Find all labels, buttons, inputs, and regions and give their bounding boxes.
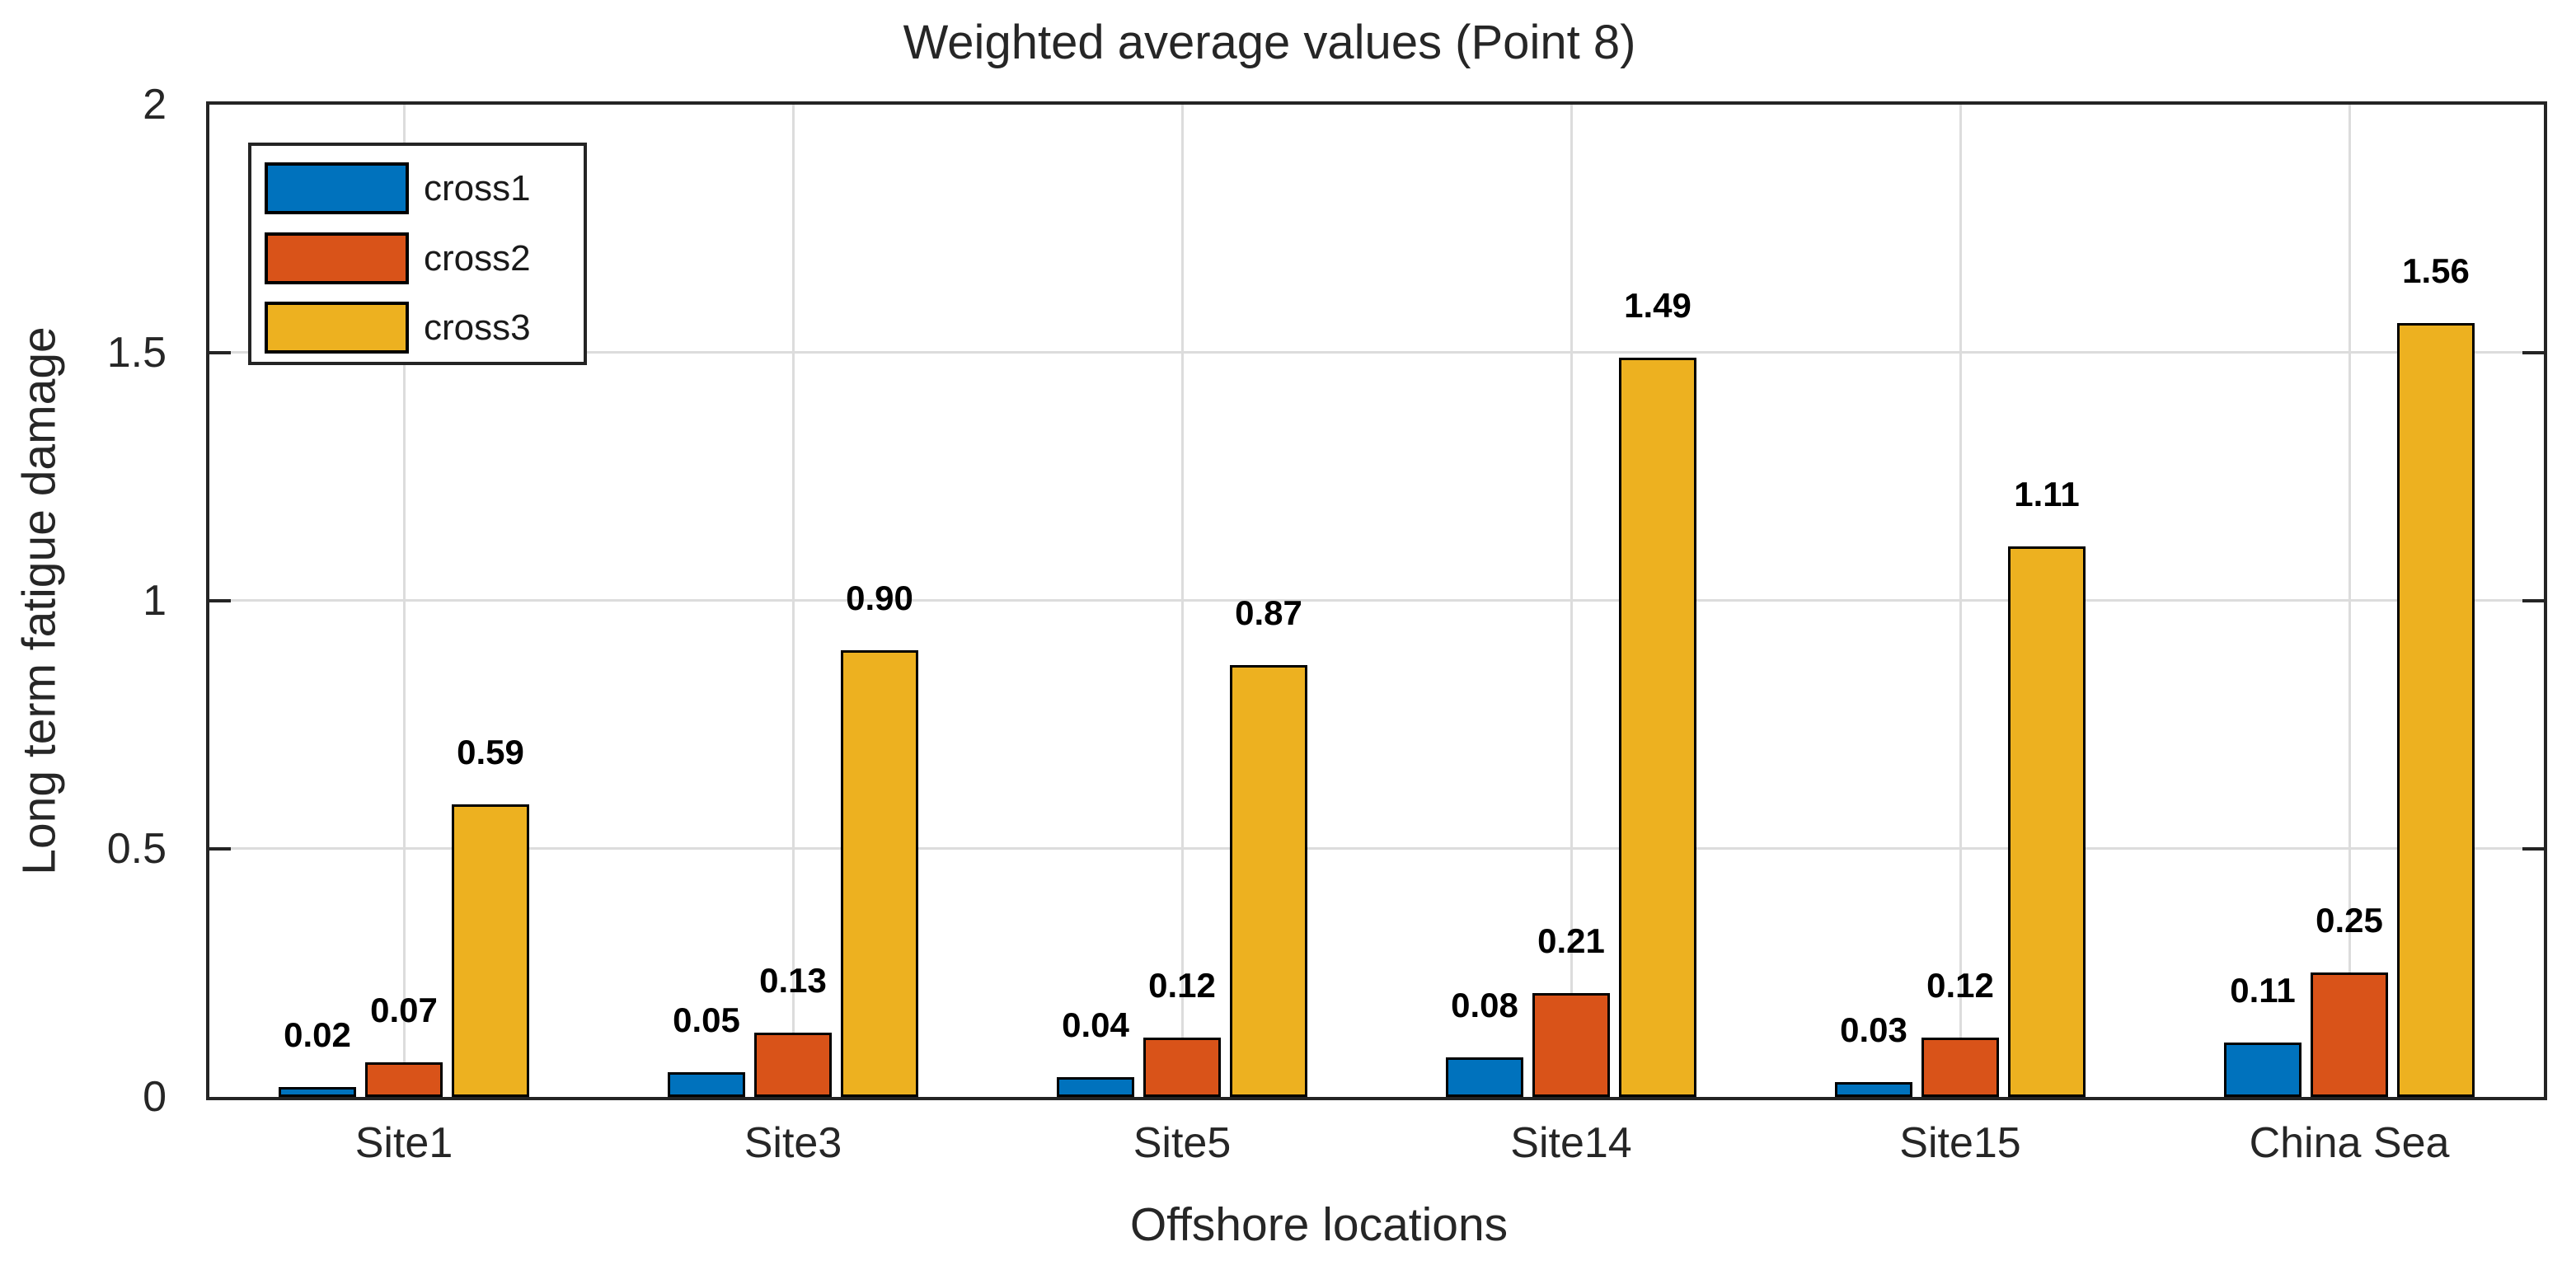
bar-cross2-site1 <box>365 1062 443 1097</box>
y-tick-mark-left <box>209 351 231 354</box>
bar-value-label: 0.21 <box>1537 921 1605 960</box>
bar-cross1-site15 <box>1835 1082 1912 1097</box>
bar-value-label: 0.25 <box>2316 901 2383 940</box>
x-axis-label: Offshore locations <box>1129 1198 1509 1251</box>
bar-cross3-site3 <box>841 650 918 1097</box>
bar-value-label: 0.87 <box>1235 593 1302 632</box>
bar-value-label: 0.90 <box>846 579 913 617</box>
bar-cross3-site15 <box>2008 546 2086 1097</box>
bar-value-label: 0.12 <box>1148 966 1216 1005</box>
bar-cross3-site5 <box>1230 665 1307 1097</box>
gridline-horizontal <box>209 847 2544 850</box>
bar-cross1-china-sea <box>2224 1043 2302 1097</box>
bar-value-label: 0.03 <box>1840 1010 1907 1049</box>
bar-value-label: 0.11 <box>2230 971 2296 1010</box>
x-tick-label-site14: Site14 <box>1510 1119 1632 1167</box>
gridline-vertical <box>1959 105 1962 1097</box>
gridline-vertical <box>402 105 406 1097</box>
bar-cross1-site5 <box>1057 1077 1134 1097</box>
plot-area: 0.02 0.07 0.59 0.05 0.13 0.90 0.04 0.12 0.87 0.08… <box>206 101 2547 1100</box>
y-tick-mark-right <box>2522 847 2544 851</box>
bar-cross2-site14 <box>1532 993 1610 1097</box>
bar-value-label: 0.59 <box>457 733 524 771</box>
legend-label-cross1: cross1 <box>424 168 531 209</box>
y-tick-label: 2 <box>143 81 167 129</box>
bar-cross3-china-sea <box>2397 323 2475 1097</box>
bar-cross2-china-sea <box>2311 972 2388 1097</box>
x-tick-label-china-sea: China Sea <box>2249 1119 2450 1167</box>
gridline-horizontal <box>209 351 2544 354</box>
legend-label-cross2: cross2 <box>424 238 531 279</box>
x-tick-label-site15: Site15 <box>1899 1119 2021 1167</box>
bar-cross1-site1 <box>279 1087 356 1097</box>
bar-value-label: 0.13 <box>759 961 827 1000</box>
legend-swatch-cross3 <box>265 302 409 354</box>
y-tick-label: 1.5 <box>106 329 167 377</box>
bar-value-label: 0.08 <box>1451 986 1518 1024</box>
legend-swatch-cross2 <box>265 232 409 284</box>
bar-value-label: 0.05 <box>673 1001 740 1039</box>
bar-cross2-site5 <box>1143 1038 1221 1097</box>
gridline-horizontal <box>209 599 2544 602</box>
gridline-vertical <box>1180 105 1184 1097</box>
plot-inner: 0.02 0.07 0.59 0.05 0.13 0.90 0.04 0.12 0.87 0.08… <box>209 105 2544 1097</box>
legend-label-cross3: cross3 <box>424 307 531 348</box>
x-tick-label-site3: Site3 <box>744 1119 842 1167</box>
gridline-vertical <box>2348 105 2351 1097</box>
legend: cross1 cross2 cross3 <box>248 143 587 365</box>
bar-value-label: 1.56 <box>2402 251 2470 290</box>
bar-value-label: 1.49 <box>1624 286 1692 325</box>
bar-cross2-site15 <box>1921 1038 1999 1097</box>
y-tick-mark-left <box>209 847 231 851</box>
bar-cross1-site14 <box>1446 1057 1523 1097</box>
bar-value-label: 0.04 <box>1062 1005 1129 1044</box>
bar-cross3-site14 <box>1619 358 1696 1097</box>
legend-swatch-cross1 <box>265 162 409 214</box>
bar-cross3-site1 <box>452 804 529 1097</box>
x-tick-label-site1: Site1 <box>354 1119 453 1167</box>
bar-value-label: 0.02 <box>284 1015 351 1054</box>
y-tick-label: 0 <box>143 1073 167 1121</box>
y-tick-mark-left <box>209 599 231 602</box>
y-tick-label: 0.5 <box>106 825 167 873</box>
bar-cross1-site3 <box>668 1072 745 1097</box>
gridline-vertical <box>791 105 795 1097</box>
x-tick-label-site5: Site5 <box>1133 1119 1232 1167</box>
bar-cross2-site3 <box>754 1033 832 1097</box>
bar-value-label: 0.12 <box>1926 966 1994 1005</box>
y-tick-mark-right <box>2522 599 2544 602</box>
y-tick-label: 1 <box>143 577 167 625</box>
gridline-vertical <box>1570 105 1573 1097</box>
y-tick-mark-right <box>2522 351 2544 354</box>
bar-value-label: 0.07 <box>370 991 438 1029</box>
bar-value-label: 1.11 <box>2014 475 2080 513</box>
chart-title: Weighted average values (Point 8) <box>903 16 1636 69</box>
